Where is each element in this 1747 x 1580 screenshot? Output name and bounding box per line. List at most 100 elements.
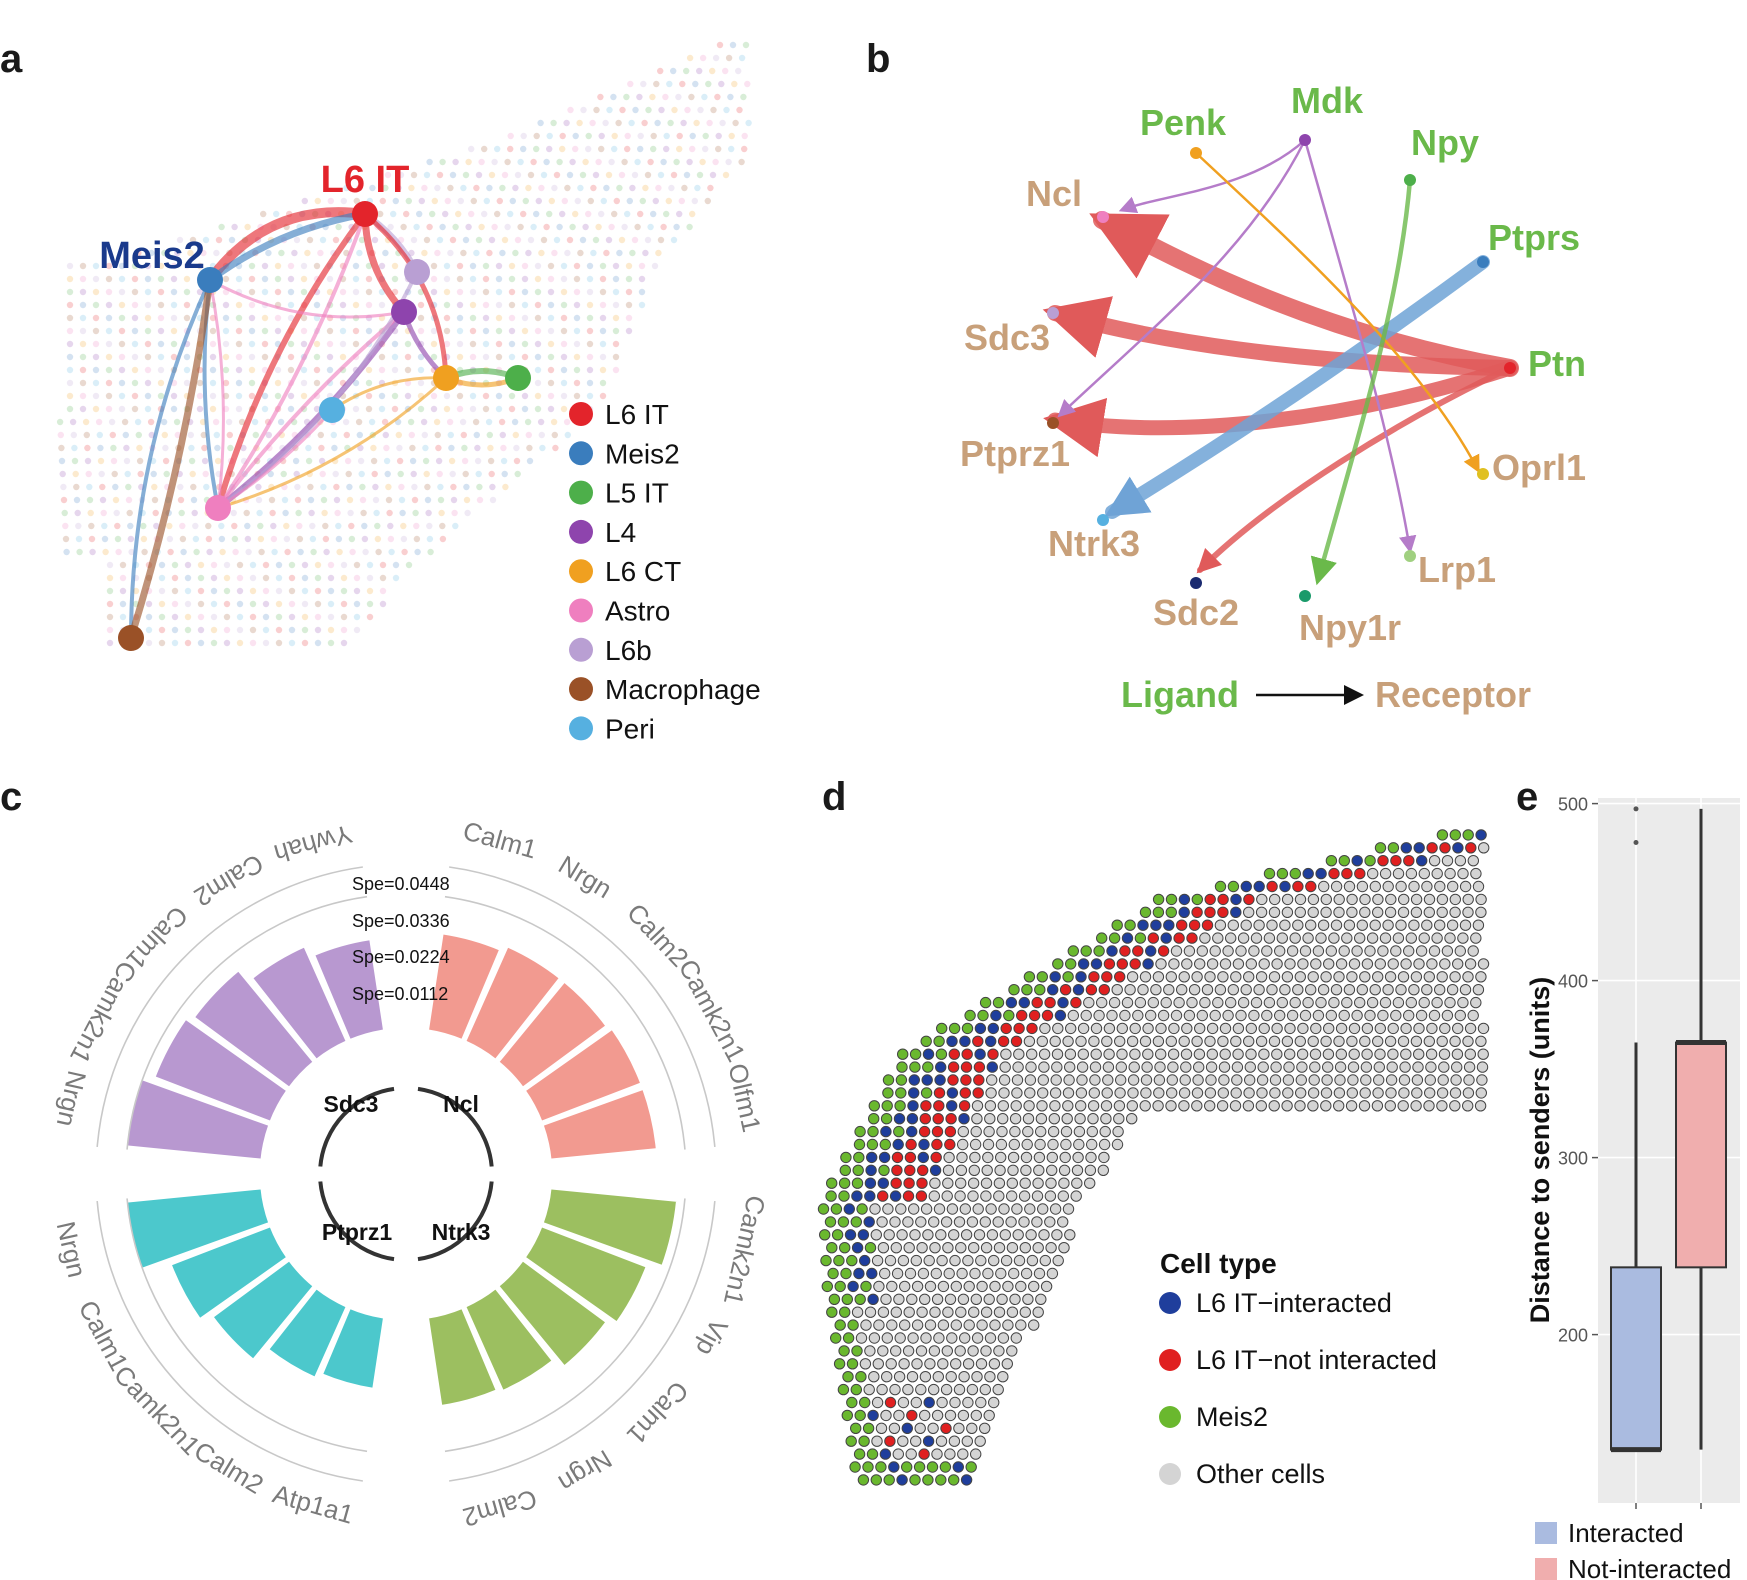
- spatial-spot: [1248, 1009, 1260, 1022]
- spatial-spot: [1423, 1035, 1436, 1048]
- spatial-spot: [1141, 1061, 1153, 1073]
- spatial-spot: [924, 1358, 936, 1370]
- tissue-spot: [439, 158, 446, 166]
- spatial-spot: [1463, 1061, 1476, 1073]
- tissue-spot: [131, 327, 139, 335]
- tissue-spot: [158, 613, 166, 621]
- legend-label: L6 CT: [605, 556, 681, 587]
- spatial-spot: [982, 1267, 994, 1280]
- spatial-spot: [1098, 1151, 1110, 1164]
- spatial-spot: [993, 1177, 1006, 1189]
- tissue-spot: [200, 249, 207, 257]
- tissue-spot: [610, 93, 617, 101]
- tissue-spot: [118, 314, 126, 322]
- spatial-spot: [1206, 958, 1219, 970]
- spatial-spot: [1191, 971, 1203, 983]
- spatial-spot: [985, 1203, 997, 1215]
- spatial-spot: [1073, 1125, 1086, 1138]
- tissue-spot: [248, 275, 256, 283]
- spatial-spot: [1307, 1100, 1319, 1112]
- spatial-spot: [1219, 958, 1232, 970]
- spatial-spot: [862, 1422, 875, 1435]
- spatial-spot: [944, 1138, 956, 1151]
- tissue-spot: [171, 587, 179, 595]
- tissue-spot: [507, 145, 514, 153]
- tissue-spot: [534, 353, 542, 361]
- edge-astro-peri: [216, 408, 334, 510]
- tissue-spot: [196, 288, 204, 296]
- spatial-spot: [851, 1242, 864, 1254]
- spatial-spot: [1025, 1229, 1037, 1241]
- spatial-spot: [907, 1332, 919, 1344]
- spatial-spot: [923, 1396, 935, 1409]
- reference-arc: [444, 895, 686, 1150]
- spatial-spot: [924, 1280, 937, 1293]
- spatial-spot: [873, 1280, 885, 1293]
- tissue-spot: [314, 600, 322, 608]
- spatial-spot: [1186, 996, 1198, 1009]
- spatial-spot: [1022, 1125, 1034, 1138]
- lr-edges: [1042, 138, 1519, 586]
- spatial-spot: [884, 1254, 897, 1267]
- tissue-spot: [287, 366, 295, 374]
- spatial-spot: [871, 1254, 884, 1267]
- spatial-spot: [872, 1358, 884, 1370]
- spatial-spot: [1006, 1306, 1019, 1318]
- tissue-spot: [616, 184, 623, 192]
- spatial-spot: [916, 1306, 928, 1318]
- tissue-spot: [327, 197, 334, 205]
- tissue-spot: [550, 119, 557, 127]
- tissue-spot: [722, 67, 729, 75]
- tissue-spot: [210, 587, 218, 595]
- tissue-spot: [670, 171, 678, 179]
- spatial-spot: [956, 1151, 968, 1164]
- spatial-spot: [1235, 945, 1247, 957]
- gene-label: Calm1: [120, 900, 193, 975]
- tissue-spot: [223, 613, 231, 621]
- y-tick-label: 200: [1558, 1326, 1588, 1346]
- tissue-spot: [314, 561, 322, 569]
- tissue-spot: [178, 509, 185, 517]
- tissue-spot: [486, 431, 493, 439]
- tissue-spot: [547, 353, 555, 361]
- gene-label: Vip: [690, 1314, 734, 1361]
- spatial-spot: [1346, 1087, 1359, 1099]
- spatial-spot: [920, 1100, 932, 1112]
- tissue-spot: [552, 444, 559, 452]
- spatial-spot: [1024, 1074, 1037, 1086]
- spatial-spot: [1257, 1061, 1269, 1073]
- tissue-spot: [447, 249, 454, 257]
- tissue-spot: [684, 106, 691, 114]
- spatial-spot: [1405, 996, 1418, 1009]
- spatial-spot: [1139, 906, 1152, 918]
- spatial-spot: [1087, 1100, 1100, 1112]
- spatial-spot: [1023, 1100, 1035, 1112]
- spatial-spot: [1204, 1100, 1216, 1112]
- spatial-spot: [1449, 893, 1462, 906]
- edge-meis2-l4: [208, 278, 406, 319]
- spatial-spot: [896, 1474, 908, 1486]
- spatial-spot: [860, 1280, 872, 1293]
- spatial-spot: [1253, 984, 1265, 996]
- tissue-spot: [546, 210, 553, 218]
- tissue-spot: [508, 392, 516, 400]
- spatial-spot: [1351, 945, 1363, 957]
- tissue-spot: [462, 470, 469, 478]
- tissue-spot: [543, 223, 550, 231]
- tissue-spot: [679, 80, 686, 88]
- spatial-spot: [1062, 1100, 1074, 1112]
- tissue-spot: [300, 288, 308, 296]
- tissue-spot: [170, 327, 178, 335]
- spatial-spot: [946, 1203, 959, 1215]
- spatial-spot: [1410, 971, 1423, 983]
- tissue-spot: [599, 288, 607, 296]
- tissue-spot: [112, 496, 120, 504]
- tissue-spot: [509, 197, 516, 205]
- gene-label: Ywhah: [271, 819, 356, 869]
- spatial-spot: [1248, 945, 1260, 957]
- tissue-spot: [106, 587, 114, 595]
- spatial-spot: [1225, 996, 1237, 1009]
- spatial-spot: [1296, 1061, 1308, 1073]
- spatial-spot: [1152, 971, 1165, 983]
